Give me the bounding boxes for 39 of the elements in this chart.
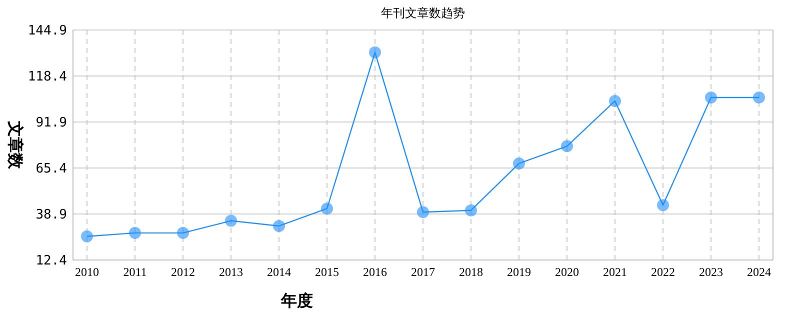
point <box>417 206 429 218</box>
x-tick-label: 2023 <box>699 265 723 279</box>
x-tick-label: 2014 <box>267 265 291 279</box>
x-tick-label: 2020 <box>555 265 579 279</box>
point <box>273 220 285 232</box>
point <box>465 204 477 216</box>
point <box>609 94 621 107</box>
point <box>177 226 189 239</box>
point <box>753 92 765 104</box>
x-tick-label: 2011 <box>123 265 147 279</box>
x-tick-label: 2012 <box>171 265 195 279</box>
x-tick-label: 2018 <box>459 265 483 279</box>
point <box>561 140 573 152</box>
point <box>129 226 141 239</box>
y-axis-title: 文章数 <box>6 120 24 170</box>
x-axis-title: 年度 <box>280 291 313 310</box>
point <box>513 157 525 170</box>
x-tick-label: 2017 <box>411 265 435 279</box>
x-tick-label: 2015 <box>315 265 339 279</box>
x-tick-label: 2024 <box>747 265 771 279</box>
chart-title: 年刊文章数趋势 <box>381 6 465 20</box>
y-tick-label: 91.9 <box>36 116 67 131</box>
point <box>657 199 669 212</box>
x-tick-label: 2021 <box>603 265 627 279</box>
x-tick-label: 2010 <box>75 265 99 279</box>
y-tick-label: 144.9 <box>28 24 67 39</box>
point <box>321 202 333 215</box>
x-tick-label: 2022 <box>651 265 675 279</box>
y-tick-label: 65.4 <box>36 162 68 177</box>
y-tick-label: 38.9 <box>36 208 67 223</box>
x-tick-label: 2019 <box>507 265 531 279</box>
y-tick-label: 118.4 <box>28 70 68 85</box>
point <box>81 230 93 242</box>
y-tick-label: 12.4 <box>36 254 68 269</box>
x-tick-label: 2016 <box>363 265 387 279</box>
point <box>705 92 717 104</box>
point <box>369 46 381 58</box>
x-tick-label: 2013 <box>219 265 243 279</box>
point <box>225 214 237 227</box>
